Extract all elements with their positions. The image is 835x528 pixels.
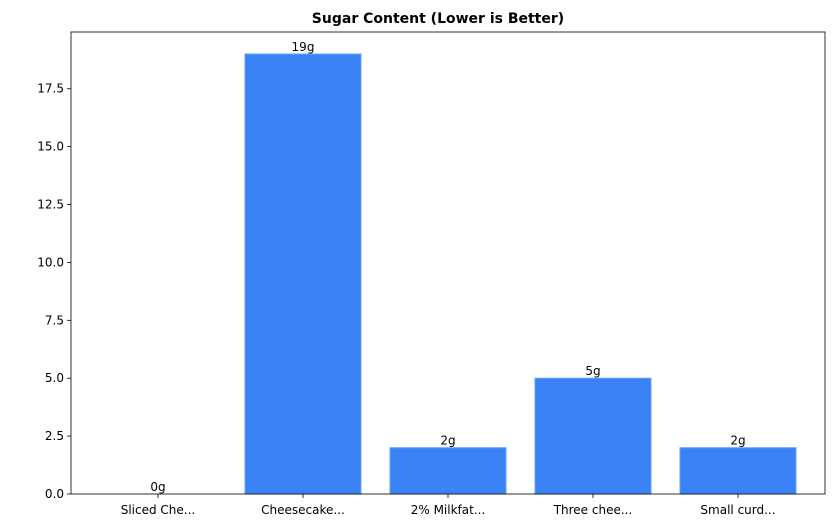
x-axis: Sliced Che... Cheesecake... 2% Milkfat... T…	[121, 494, 776, 517]
y-tick-label-5: 12.5	[37, 198, 64, 212]
bar-1	[244, 53, 362, 495]
data-label-0: 0g	[150, 480, 165, 494]
y-axis: 0.0 2.5 5.0 7.5 10.0 12.5 15.0 17.5	[37, 82, 71, 501]
bars-group	[244, 53, 797, 495]
data-label-4: 2g	[730, 434, 745, 448]
y-tick-label-0: 0.0	[45, 487, 64, 501]
y-tick-label-2: 5.0	[45, 371, 64, 385]
y-tick-label-7: 17.5	[37, 82, 64, 96]
y-tick-label-4: 10.0	[37, 255, 64, 269]
x-tick-label-1: Cheesecake...	[261, 503, 345, 517]
y-tick-label-3: 7.5	[45, 313, 64, 327]
y-tick-label-6: 15.0	[37, 140, 64, 154]
data-label-3: 5g	[585, 364, 600, 378]
y-tick-label-1: 2.5	[45, 429, 64, 443]
x-tick-label-3: Three chee...	[553, 503, 633, 517]
plot-frame	[70, 31, 826, 495]
data-label-1: 19g	[292, 40, 315, 54]
chart-title: Sugar Content (Lower is Better)	[312, 11, 564, 27]
data-labels-group: 0g 19g 2g 5g 2g	[150, 40, 745, 494]
x-tick-label-0: Sliced Che...	[121, 503, 196, 517]
x-tick-label-4: Small curd...	[700, 503, 775, 517]
bar-2	[389, 447, 507, 495]
bar-3	[534, 377, 652, 495]
x-tick-label-2: 2% Milkfat...	[411, 503, 486, 517]
bar-4	[679, 447, 797, 495]
data-label-2: 2g	[440, 434, 455, 448]
